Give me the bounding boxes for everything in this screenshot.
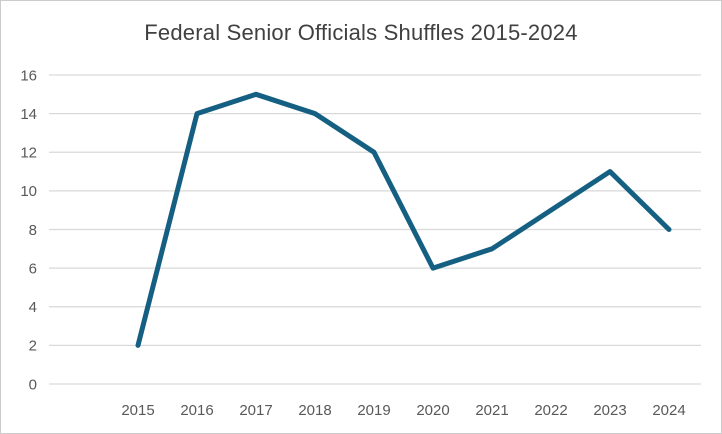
x-axis-tick-label: 2016 <box>180 402 213 419</box>
x-axis-tick-label: 2023 <box>593 402 626 419</box>
x-axis-tick-label: 2021 <box>475 402 508 419</box>
y-axis-tick-label: 12 <box>20 145 37 162</box>
x-axis-tick-label: 2018 <box>298 402 331 419</box>
y-axis-tick-label: 2 <box>29 338 37 355</box>
data-series-line <box>135 91 672 348</box>
y-axis-tick-label: 8 <box>29 222 37 239</box>
x-axis-tick-label: 2015 <box>121 402 154 419</box>
x-axis-tick-label: 2024 <box>652 402 685 419</box>
y-axis-tick-label: 0 <box>29 376 37 393</box>
x-axis-tick-label: 2020 <box>416 402 449 419</box>
y-axis-tick-label: 6 <box>29 260 37 277</box>
y-axis-tick-label: 16 <box>20 67 37 84</box>
y-axis-tick-label: 4 <box>29 299 37 316</box>
y-axis-tick-label: 10 <box>20 183 37 200</box>
x-axis-tick-label: 2019 <box>357 402 390 419</box>
y-axis-tick-label: 14 <box>20 106 37 123</box>
x-axis-tick-label: 2022 <box>534 402 567 419</box>
x-axis-tick-label: 2017 <box>239 402 272 419</box>
chart-title: Federal Senior Officials Shuffles 2015-2… <box>144 20 578 45</box>
